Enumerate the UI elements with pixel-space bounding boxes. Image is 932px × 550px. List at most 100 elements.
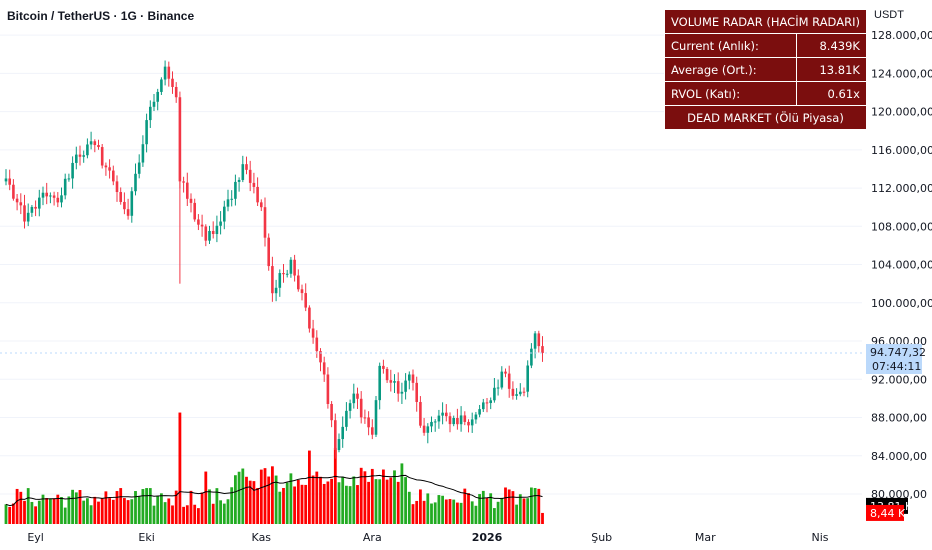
candle (149, 100, 152, 128)
candle-body (15, 198, 19, 203)
candle-body (52, 195, 56, 198)
candle-body (330, 403, 333, 421)
candle (522, 387, 526, 397)
candle (186, 172, 189, 207)
candle (12, 179, 15, 201)
volume-bar (430, 503, 433, 524)
candle-body (226, 199, 230, 207)
volume-bar (74, 492, 78, 524)
volume-bar (45, 498, 49, 524)
radar-current-value: 8.439K (796, 33, 867, 58)
candle-body (34, 206, 37, 209)
candle-body (263, 207, 267, 238)
candle (30, 204, 34, 217)
candle (171, 71, 174, 94)
candle-body (448, 416, 452, 425)
volume-bar (215, 488, 219, 524)
candle-body (115, 181, 119, 193)
candle-body (482, 402, 485, 410)
x-tick-label: Mar (695, 531, 716, 544)
current-volume-badge (866, 504, 904, 521)
volume-bar (363, 471, 367, 524)
volume-bar (200, 492, 204, 524)
candle (441, 402, 444, 425)
volume-bar (452, 499, 456, 524)
candle (456, 408, 459, 430)
candle-body (411, 374, 415, 383)
candle-body (308, 307, 311, 329)
candle (197, 214, 200, 231)
candle (282, 264, 285, 283)
currency-label[interactable]: USDT (874, 9, 904, 21)
candle (163, 60, 167, 86)
current-volume-label: 8,44 K (870, 507, 906, 520)
candle (322, 356, 326, 382)
candle (137, 154, 141, 179)
candle-body (241, 164, 245, 180)
candle (396, 372, 400, 402)
candle (519, 383, 522, 397)
candle (474, 411, 478, 424)
volume-bar (67, 496, 71, 524)
volume-bar (437, 495, 441, 524)
y-tick-label: 100.000,00 (871, 297, 932, 310)
candle (378, 362, 381, 410)
candle (371, 419, 374, 440)
candle-body (337, 439, 341, 451)
candle-body (130, 191, 134, 216)
candle-body (422, 425, 426, 433)
y-tick-label: 116.000,00 (871, 144, 932, 157)
candle (356, 387, 359, 410)
candle (426, 423, 430, 444)
volume-bar (167, 498, 171, 524)
candle (459, 406, 463, 432)
volume-bar (456, 502, 459, 524)
candle-body (215, 225, 219, 235)
candle-body (271, 266, 274, 294)
candle-body (359, 398, 363, 418)
candle-body (149, 106, 152, 121)
candle (86, 138, 89, 159)
candle-body (56, 197, 60, 203)
candle (311, 319, 315, 344)
candle (156, 88, 159, 111)
candle-body (415, 382, 418, 402)
candle (437, 409, 441, 429)
candle (430, 416, 433, 433)
candle (145, 113, 148, 153)
volume-bar (493, 508, 496, 524)
volume-bar (104, 491, 108, 524)
volume-radar-panel: VOLUME RADAR (HACİM RADARI) Current (Anl… (664, 9, 867, 130)
candle (226, 189, 230, 212)
candle (304, 283, 307, 312)
volume-average-polyline (5, 474, 543, 507)
candle-body (282, 273, 285, 275)
volume-bar (385, 479, 389, 524)
volume-bar (271, 466, 274, 524)
candle (38, 189, 41, 217)
candle-body (285, 273, 289, 275)
candle-body (211, 230, 215, 235)
volume-bar (333, 447, 337, 524)
volume-bar (282, 487, 285, 524)
volume-bar (130, 499, 134, 524)
candle (422, 417, 426, 436)
candle (52, 191, 56, 206)
candle (15, 194, 19, 211)
volume-bar (315, 471, 319, 524)
candle-body (474, 414, 478, 420)
candle (167, 61, 171, 87)
volume-bar (345, 485, 348, 524)
x-tick-label: Nis (811, 531, 828, 544)
volume-bar (415, 500, 419, 524)
volume-bar (204, 471, 208, 524)
volume-bar (382, 469, 385, 524)
volume-bar (474, 505, 478, 524)
radar-title: VOLUME RADAR (HACİM RADARI) (664, 9, 867, 34)
candle-body (145, 120, 148, 145)
candle (433, 419, 437, 432)
radar-current-label: Current (Anlık): (664, 33, 797, 58)
volume-bar (359, 467, 363, 524)
candle-body (89, 141, 93, 145)
